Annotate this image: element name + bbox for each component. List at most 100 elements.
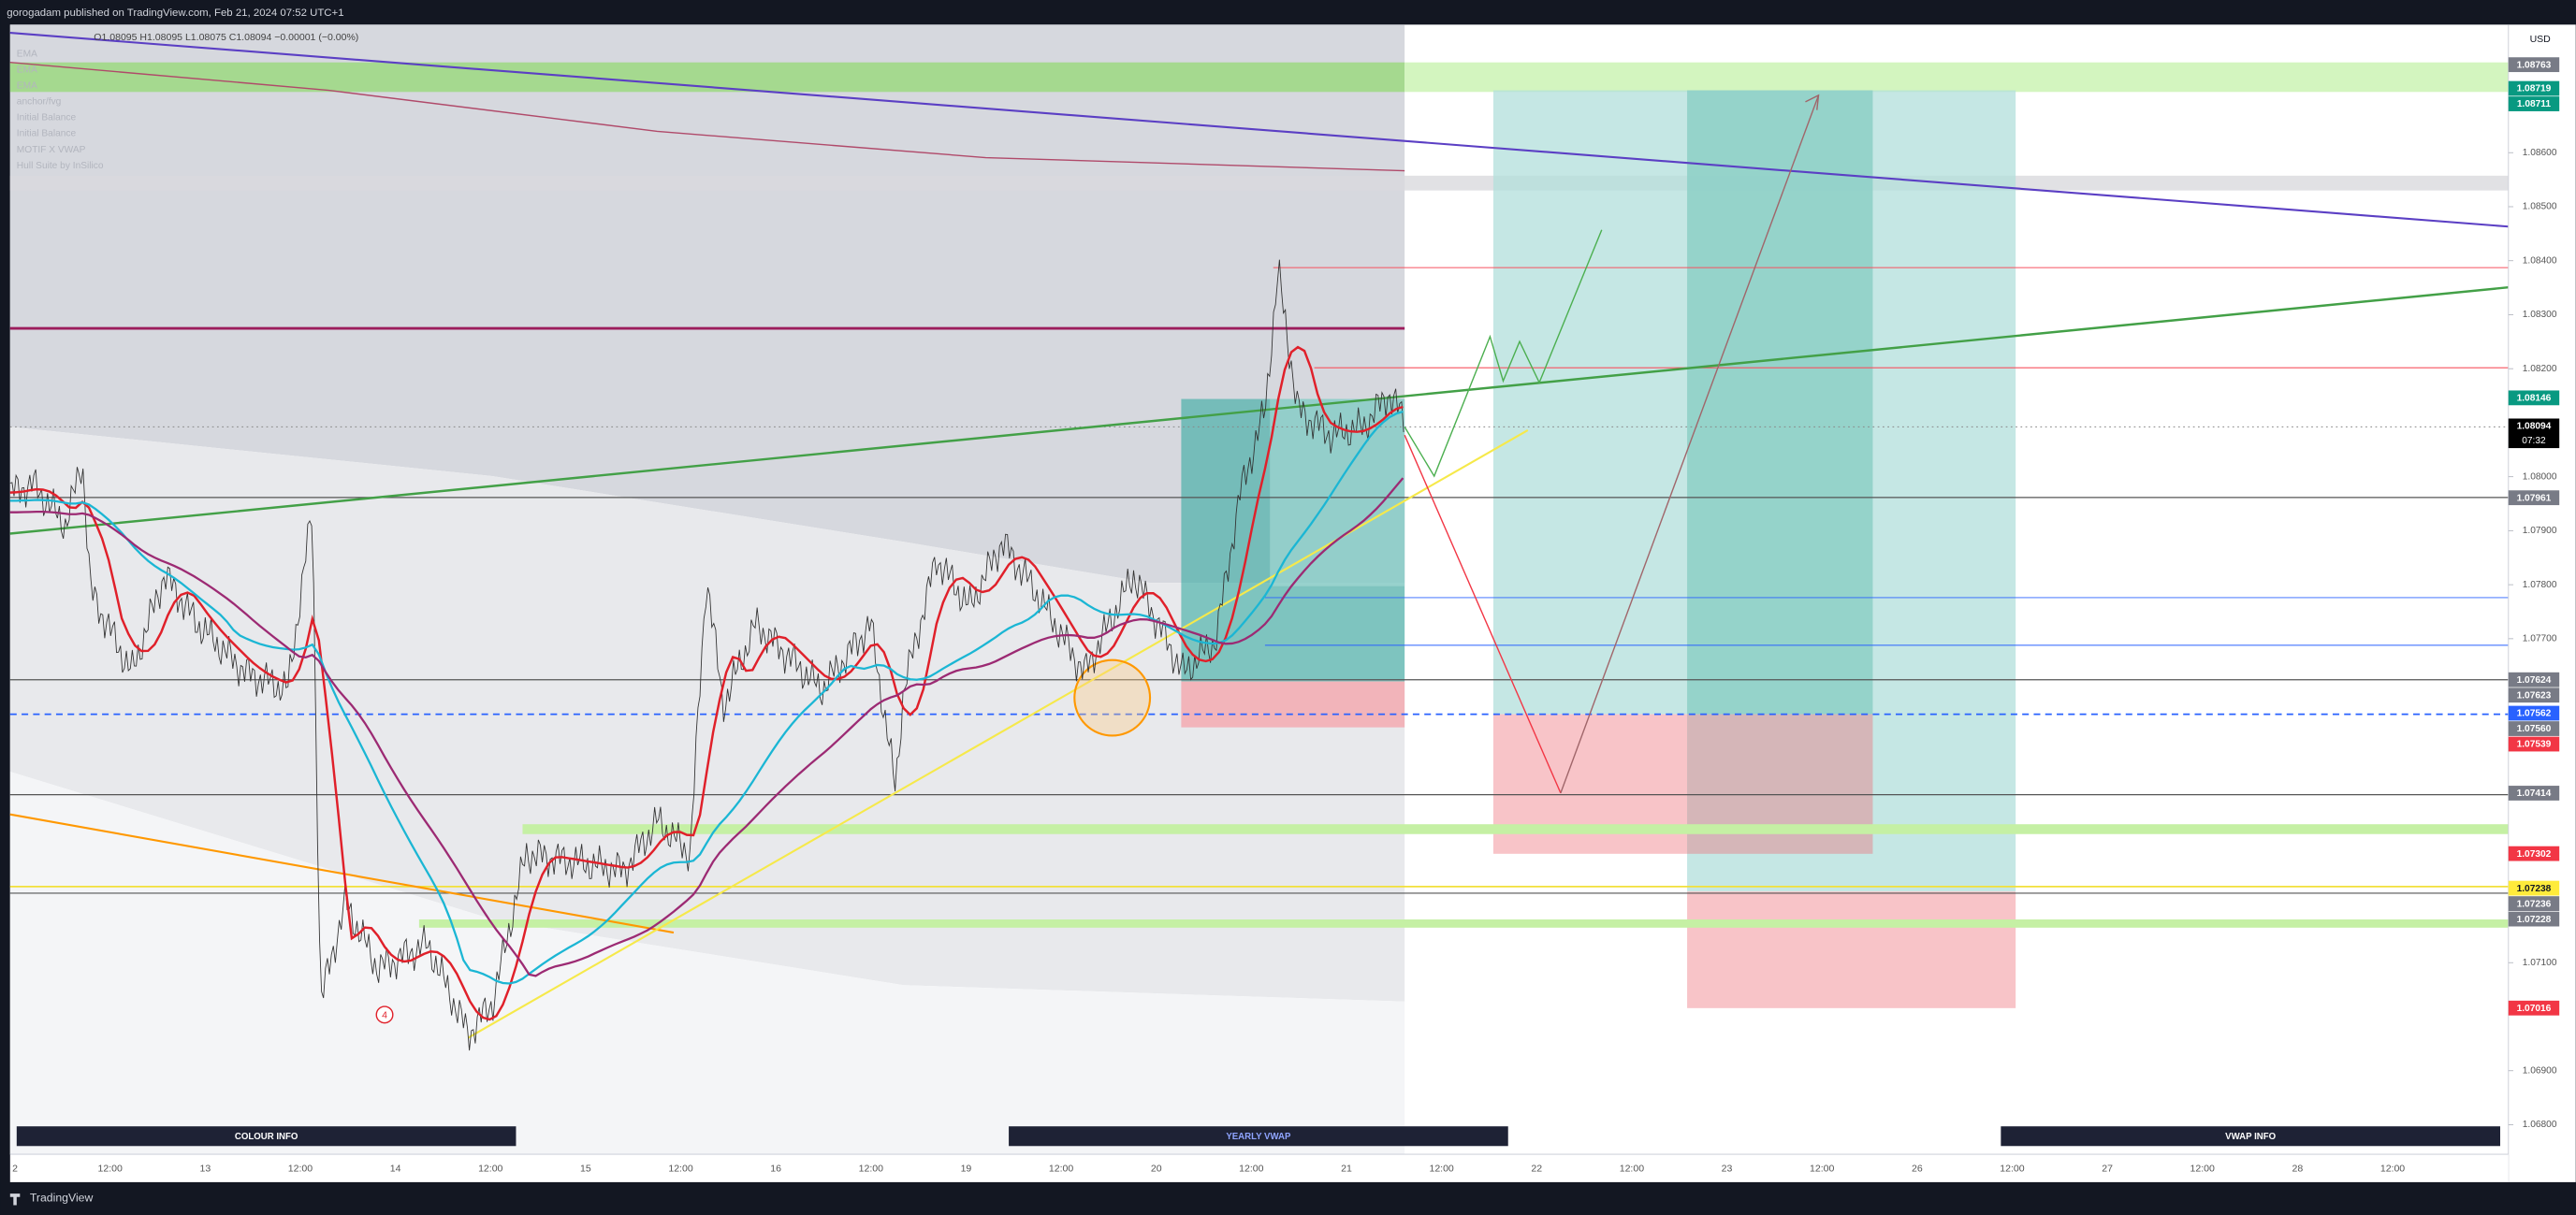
button-label: YEARLY VWAP <box>1226 1132 1291 1142</box>
ma-line <box>9 62 1405 172</box>
price-badge-label: 1.08711 <box>2517 99 2552 109</box>
price-badge <box>2508 880 2560 896</box>
price-badge <box>2508 80 2560 96</box>
time-label: 12:00 <box>2000 1164 2024 1175</box>
indicator-label: Hull Suite by InSilico <box>17 161 104 171</box>
time-label: 21 <box>1341 1164 1352 1175</box>
price-badge-label: 1.07228 <box>2517 915 2552 925</box>
indicator-label: EMA <box>17 65 37 76</box>
indicator-label: Initial Balance <box>17 129 77 139</box>
price-badge <box>2508 1000 2560 1016</box>
profile-mid <box>9 427 1405 1002</box>
time-label: 12:00 <box>1810 1164 1834 1175</box>
time-label: 12:00 <box>1429 1164 1453 1175</box>
ema-mid <box>9 410 1404 985</box>
price-badge <box>2508 705 2560 721</box>
price-tick-label: 1.06800 <box>2523 1120 2557 1130</box>
price-tick-label: 1.08400 <box>2523 255 2557 266</box>
time-label: 15 <box>580 1164 591 1175</box>
time-label: 19 <box>961 1164 972 1175</box>
price-badge-label: 1.07560 <box>2517 724 2552 734</box>
time-label: 28 <box>2292 1164 2304 1175</box>
price-tick-label: 1.06900 <box>2523 1065 2557 1076</box>
price-badge <box>2508 57 2560 73</box>
trend-line <box>9 32 2509 228</box>
indicator-label: anchor/fvg <box>17 97 61 108</box>
price-badge-label: 1.08094 <box>2517 422 2552 432</box>
button[interactable] <box>16 1126 517 1147</box>
time-label: 23 <box>1722 1164 1733 1175</box>
time-label: 12:00 <box>2380 1164 2405 1175</box>
time-label: 12:00 <box>478 1164 502 1175</box>
time-label: 12:00 <box>2190 1164 2215 1175</box>
price-tick-label: 1.07700 <box>2523 634 2557 644</box>
countdown: 07:32 <box>2522 436 2546 446</box>
price-axis <box>2508 24 2576 1182</box>
price-badge-label: 1.07302 <box>2517 849 2552 860</box>
small-target-2 <box>1270 398 1405 586</box>
time-label: 12:00 <box>1620 1164 1644 1175</box>
time-label: 22 <box>1531 1164 1542 1175</box>
price-tick-label: 1.07900 <box>2523 526 2557 536</box>
price-badge-label: 1.07562 <box>2517 709 2552 719</box>
price-badge-label: 1.08146 <box>2517 394 2552 404</box>
ohlc: O1.08095 H1.08095 L1.08075 C1.08094 −0.0… <box>94 32 358 43</box>
time-label: 12:00 <box>668 1164 692 1175</box>
profile-lower <box>9 772 1405 1155</box>
price-bars <box>9 259 1404 1051</box>
price-tick-label: 1.08500 <box>2523 202 2557 212</box>
price-badge-label: 1.07236 <box>2517 899 2552 909</box>
price-badge-label: 1.07414 <box>2517 788 2552 799</box>
button[interactable] <box>2001 1126 2500 1147</box>
button[interactable] <box>1009 1126 1508 1147</box>
profile-upper <box>9 24 1405 584</box>
time-label: 12:00 <box>1239 1164 1263 1175</box>
time-label: 20 <box>1151 1164 1162 1175</box>
projection <box>1404 434 1562 794</box>
price-tick-label: 1.07100 <box>2523 958 2557 968</box>
price-tick-label: 1.08000 <box>2523 471 2557 482</box>
price-tick-label: 1.07800 <box>2523 580 2557 590</box>
button-label: VWAP INFO <box>2225 1132 2276 1142</box>
price-badge <box>2508 390 2560 406</box>
price-badge <box>2508 418 2560 449</box>
ema-slow <box>9 477 1404 977</box>
price-badge-label: 1.08719 <box>2517 84 2552 94</box>
time-label: 12:00 <box>1049 1164 1073 1175</box>
time-axis <box>9 1154 2509 1182</box>
green-band <box>522 824 2509 834</box>
time-label: 14 <box>390 1164 401 1175</box>
price-badge-label: 1.08763 <box>2517 60 2552 70</box>
price-badge-label: 1.07238 <box>2517 884 2552 894</box>
price-badge-label: 1.07016 <box>2517 1004 2552 1014</box>
button-label: COLOUR INFO <box>235 1132 298 1142</box>
time-label: 26 <box>1912 1164 1923 1175</box>
gray-zone <box>9 175 2509 191</box>
time-label: 12:00 <box>98 1164 123 1175</box>
time-label: 2 <box>12 1164 18 1175</box>
price-badge <box>2508 672 2560 687</box>
price-badge-label: 1.07624 <box>2517 675 2552 686</box>
green-zone-right <box>1404 62 2509 93</box>
price-badge <box>2508 96 2560 111</box>
green-band <box>418 919 2509 928</box>
trend-line <box>9 285 2509 535</box>
currency: USD <box>2530 34 2552 45</box>
small-stop <box>1181 681 1405 728</box>
price-badge <box>2508 721 2560 736</box>
plot: 4 <box>9 259 1404 1051</box>
header-title: gorogadam published on TradingView.com, … <box>7 7 343 19</box>
price-badge <box>2508 687 2560 703</box>
marker-label: 4 <box>382 1009 387 1020</box>
indicator-label: Initial Balance <box>17 113 77 123</box>
ema-fast <box>9 345 1404 1021</box>
price-badge <box>2508 786 2560 801</box>
price-badge <box>2508 846 2560 861</box>
time-label: 12:00 <box>288 1164 313 1175</box>
price-badge <box>2508 896 2560 911</box>
time-label: 12:00 <box>859 1164 883 1175</box>
arrow-head <box>1805 94 1820 110</box>
indicator-label: MOTIF X VWAP <box>17 145 86 155</box>
projection <box>1560 94 1820 794</box>
